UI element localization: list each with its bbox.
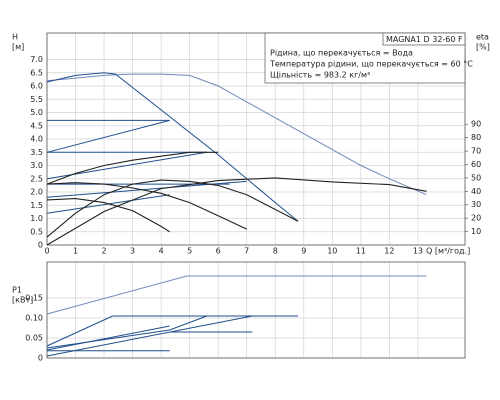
x-tick-label: 0 [44, 247, 49, 256]
y2-tick-label: 80 [471, 133, 481, 142]
info-title-cell [382, 32, 466, 46]
x-tick-label: 4 [159, 247, 164, 256]
info-line: Рідина, що перекачується = Вода [270, 49, 413, 58]
curve [46, 275, 427, 315]
x-tick-label: 10 [327, 247, 337, 256]
info-title: MAGNA1 D 32-60 F [386, 35, 463, 44]
y-tick-label: 7.0 [30, 55, 43, 64]
y-tick-label: 6.5 [30, 68, 43, 77]
y-tick-label: 0 [38, 241, 43, 250]
x-tick-label: 6 [216, 247, 221, 256]
info-line: Температура рідини, що перекачується = 6… [269, 60, 473, 69]
y2-tick-label: 30 [471, 200, 481, 209]
y2-tick-label: 70 [471, 147, 481, 156]
y-axis-unit: [кВт] [12, 296, 33, 305]
curve [46, 179, 299, 238]
x-tick-label: 11 [356, 247, 366, 256]
x-tick-label: 13 [413, 247, 423, 256]
curve [46, 73, 427, 196]
y-axis-unit: [м] [12, 43, 24, 52]
curve [46, 151, 219, 185]
y2-tick-label: 40 [471, 187, 481, 196]
curve [46, 315, 113, 347]
curve [46, 180, 247, 198]
curve [46, 182, 247, 230]
y2-axis-unit: [%] [476, 43, 490, 52]
plot-frame [46, 32, 466, 246]
y-tick-label: 0 [38, 354, 43, 363]
x-tick-label: 3 [130, 247, 135, 256]
y2-tick-label: 90 [471, 120, 481, 129]
y-axis-label: P1 [12, 286, 22, 295]
y2-tick-label: 60 [471, 160, 481, 169]
curve [46, 72, 299, 222]
curve [46, 198, 170, 233]
x-tick-label: 8 [273, 247, 278, 256]
y2-tick-label: 20 [471, 214, 481, 223]
y-tick-label: 2.0 [30, 188, 43, 197]
y2-tick-label: 10 [471, 227, 481, 236]
y-tick-label: 3.0 [30, 161, 43, 170]
y-tick-label: 5.0 [30, 108, 43, 117]
y-tick-label: 6.0 [30, 82, 43, 91]
y-tick-label: 2.5 [30, 174, 43, 183]
plot-frame [46, 261, 466, 359]
y-tick-label: 5.5 [30, 95, 43, 104]
y-tick-label: 4.0 [30, 135, 43, 144]
x-tick-label: 9 [301, 247, 306, 256]
y-tick-label: 0.15 [25, 294, 43, 303]
x-tick-label: 1 [73, 247, 78, 256]
info-line: Щільність = 983.2 кг/м³ [270, 71, 370, 80]
y-tick-label: 3.5 [30, 148, 43, 157]
y2-axis-label: eta [476, 33, 489, 42]
y-axis-label: H [12, 33, 18, 42]
y-tick-label: 4.5 [30, 121, 43, 130]
x-tick-label: 12 [384, 247, 394, 256]
y-tick-label: 1.5 [30, 201, 43, 210]
y-tick-label: 0.05 [25, 334, 43, 343]
curve [46, 177, 427, 246]
curve [46, 315, 253, 357]
y2-tick-label: 50 [471, 173, 481, 182]
x-tick-label: 2 [102, 247, 107, 256]
y-tick-label: 0.5 [30, 227, 43, 236]
y-tick-label: 0.10 [25, 314, 43, 323]
curve [46, 119, 170, 153]
y-tick-label: 1.0 [30, 214, 43, 223]
curve [46, 325, 170, 351]
x-axis-label: Q [м³/год.] [426, 247, 470, 256]
x-tick-label: 7 [244, 247, 249, 256]
x-tick-label: 5 [187, 247, 192, 256]
